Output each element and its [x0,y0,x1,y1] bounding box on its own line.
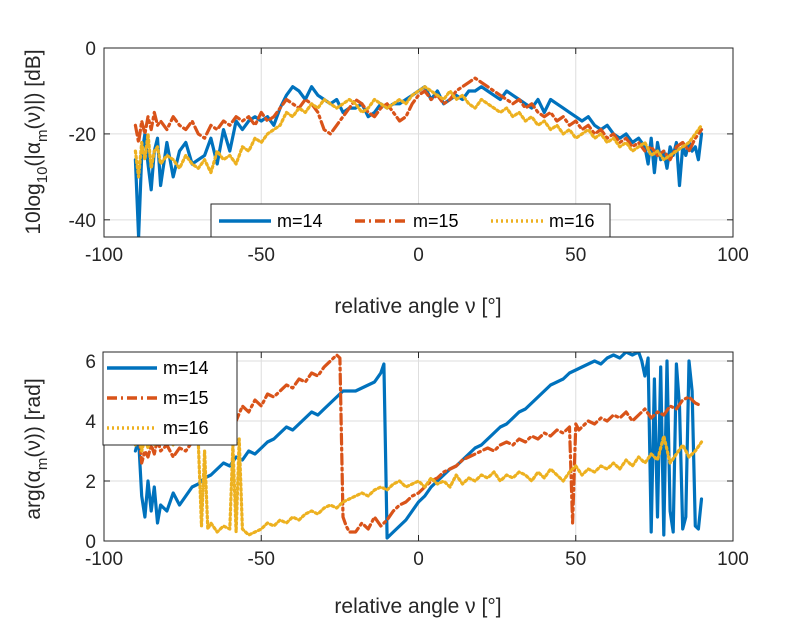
legend-label-m14: m=14 [277,211,323,231]
top-plot-legend: m=14 m=15 m=16 [210,203,611,238]
legend-label-m15: m=15 [413,211,459,231]
bottom-plot-xlabel: relative angle ν [°] [334,595,501,618]
top-plot-lines [133,76,704,237]
y-tick-label: 2 [85,472,96,493]
legend-label-m16: m=16 [549,211,595,231]
legend2-label-m16: m=16 [163,418,209,438]
bottom-plot-legend: m=14 m=15 m=16 [102,351,238,446]
y-tick-label: 4 [85,412,96,433]
x-tick-label: -100 [85,245,123,266]
top-plot-xtick-labels: -100 -50 0 50 100 [85,245,749,266]
y-tick-label: -40 [69,211,96,232]
bottom-plot-ylabel: arg(αm(ν)) [rad] [22,378,51,519]
x-tick-label: -100 [85,549,123,570]
x-tick-label: 50 [565,245,586,266]
x-tick-label: 50 [565,549,586,570]
y-tick-label: 0 [85,39,96,60]
bottom-plot-ytick-labels: 0 2 4 6 [85,352,96,553]
x-tick-label: -50 [248,245,275,266]
x-tick-label: 0 [413,549,424,570]
x-tick-label: 100 [717,245,749,266]
top-plot-ticks [103,47,734,237]
legend2-label-m15: m=15 [163,388,209,408]
series-line-m14 [133,352,704,540]
y-tick-label: 6 [85,352,96,373]
top-plot-legend-box [210,203,611,238]
x-tick-label: 0 [413,245,424,266]
legend2-label-m14: m=14 [163,358,209,378]
y-tick-label: -20 [69,125,96,146]
top-plot-xlabel: relative angle ν [°] [334,295,501,318]
series-line-m15 [133,76,704,162]
series-line-m16 [133,85,704,179]
series-line-m14 [133,85,704,237]
x-tick-label: -50 [248,549,275,570]
y-tick-label: 0 [85,532,96,553]
bottom-plot-xtick-labels: -100 -50 0 50 100 [85,549,749,570]
top-plot-ytick-labels: 0 -20 -40 [69,39,96,232]
bottom-plot: 0 2 4 6 -100 -50 0 50 100 arg(αm(ν)) [rad] rela… [22,351,749,618]
series-line-m16 [133,431,704,537]
top-plot: 0 -20 -40 -100 -50 0 50 100 10log10(|αm(ν)|) [… [22,39,749,318]
top-plot-ylabel: 10log10(|αm(ν)|) [dB] [22,49,51,234]
x-tick-label: 100 [717,549,749,570]
